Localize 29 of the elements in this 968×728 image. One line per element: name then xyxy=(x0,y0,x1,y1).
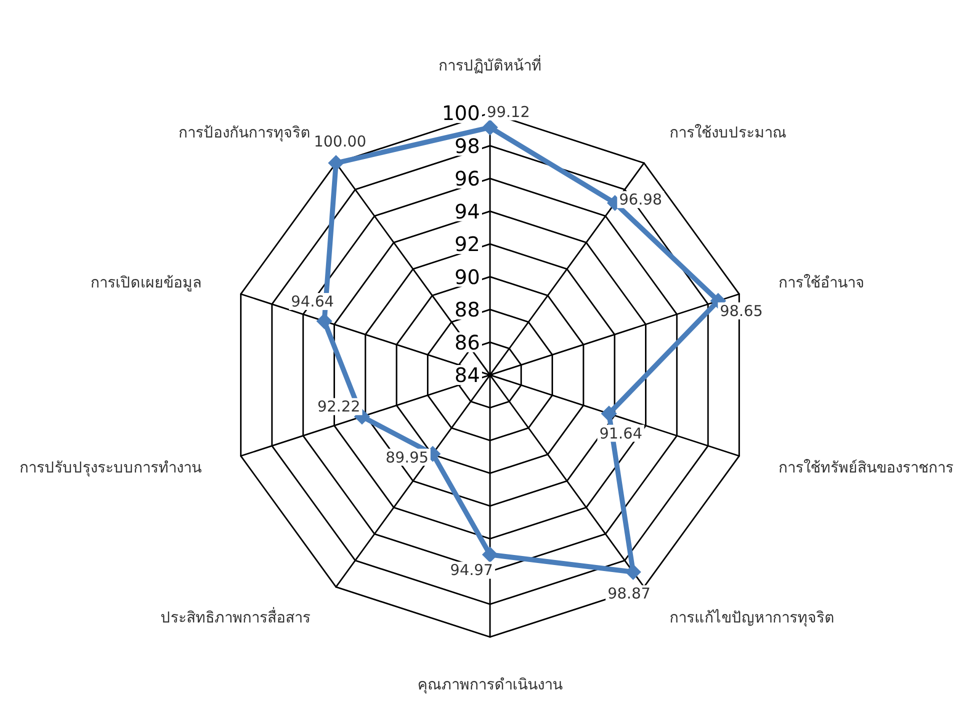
spoke-label: การใช้ทรัพย์สินของราชการ xyxy=(778,458,954,477)
spoke-label: การใช้อำนาจ xyxy=(778,273,864,292)
data-label: 94.64 xyxy=(291,292,334,311)
spoke-label: การเปิดเผยข้อมูล xyxy=(90,273,202,292)
data-label: 89.95 xyxy=(386,448,429,466)
spoke-label: การแก้ไขปัญหาการทุจริต xyxy=(669,608,834,628)
y-tick-label: 84 xyxy=(454,363,480,387)
data-label: 94.97 xyxy=(450,561,494,580)
y-tick-label: 98 xyxy=(454,134,480,158)
spoke-label: การปฏิบัติหน้าที่ xyxy=(438,54,542,74)
data-label: 96.98 xyxy=(619,190,662,209)
y-tick-label: 100 xyxy=(442,101,480,125)
y-tick-label: 90 xyxy=(454,264,480,289)
spoke-label: การใช้งบประมาณ xyxy=(669,123,786,142)
spoke-label: การปรับปรุงระบบการทำงาน xyxy=(20,458,202,478)
spoke-label: คุณภาพการดำเนินงาน xyxy=(418,676,562,694)
data-label: 91.64 xyxy=(599,424,642,442)
spoke-label: การป้องกันการทุจริต xyxy=(178,123,311,142)
y-tick-label: 94 xyxy=(454,199,480,224)
y-tick-label: 88 xyxy=(454,298,480,322)
y-tick-label: 92 xyxy=(454,232,480,256)
data-label: 92.22 xyxy=(317,398,360,416)
spoke-label: ประสิทธิภาพการสื่อสาร xyxy=(160,606,311,627)
y-tick-label: 96 xyxy=(454,166,480,190)
data-label: 98.87 xyxy=(608,584,651,603)
y-tick-label: 86 xyxy=(454,330,480,354)
data-label: 100.00 xyxy=(314,132,366,150)
data-label: 98.65 xyxy=(720,302,763,320)
data-label: 99.12 xyxy=(486,102,530,121)
